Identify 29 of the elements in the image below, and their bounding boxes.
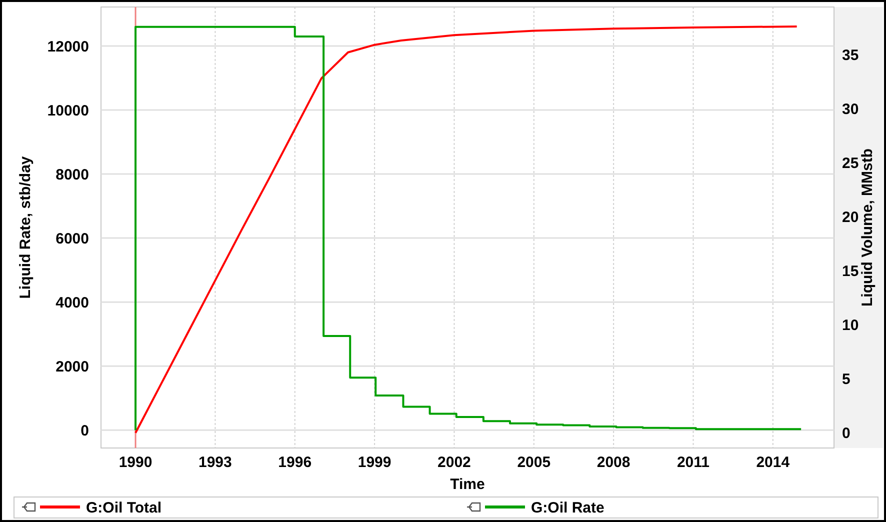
y2-tick-label: 5 bbox=[842, 371, 850, 388]
y2-tick-label: 20 bbox=[842, 208, 859, 226]
x-tick-label: 1999 bbox=[358, 454, 392, 471]
x-tick-label: 2011 bbox=[676, 454, 710, 471]
y2-tick-label: 10 bbox=[842, 317, 859, 334]
x-tick-label: 2005 bbox=[517, 454, 551, 471]
x-tick-label: 1990 bbox=[118, 454, 152, 471]
x-tick-label: 2014 bbox=[756, 454, 790, 471]
y-tick-label: 10000 bbox=[47, 102, 89, 120]
y-tick-label: 4000 bbox=[56, 294, 89, 312]
y-tick-label: 2000 bbox=[56, 358, 89, 376]
y-tick-label: 0 bbox=[80, 422, 89, 440]
y2-tick-label: 30 bbox=[842, 100, 859, 118]
legend-label: G:Oil Total bbox=[86, 499, 162, 516]
y2-tick-label: 0 bbox=[842, 425, 850, 442]
y2-tick-label: 15 bbox=[842, 262, 859, 280]
legend-label: G:Oil Rate bbox=[531, 499, 604, 516]
y-axis-title: Liquid Rate, stb/day bbox=[17, 156, 34, 299]
x-tick-label: 1993 bbox=[198, 454, 232, 471]
x-tick-label: 1996 bbox=[278, 454, 312, 471]
y2-tick-label: 25 bbox=[842, 154, 859, 172]
x-axis-title: Time bbox=[450, 476, 485, 493]
y-tick-label: 8000 bbox=[56, 166, 89, 184]
x-tick-label: 2002 bbox=[438, 454, 471, 471]
y2-tick-label: 35 bbox=[842, 46, 859, 64]
y-tick-label: 6000 bbox=[56, 230, 89, 248]
y2-axis-title: Liquid Volume, MMstb bbox=[859, 148, 876, 307]
x-tick-label: 2008 bbox=[596, 454, 630, 471]
y-tick-label: 12000 bbox=[47, 38, 89, 56]
